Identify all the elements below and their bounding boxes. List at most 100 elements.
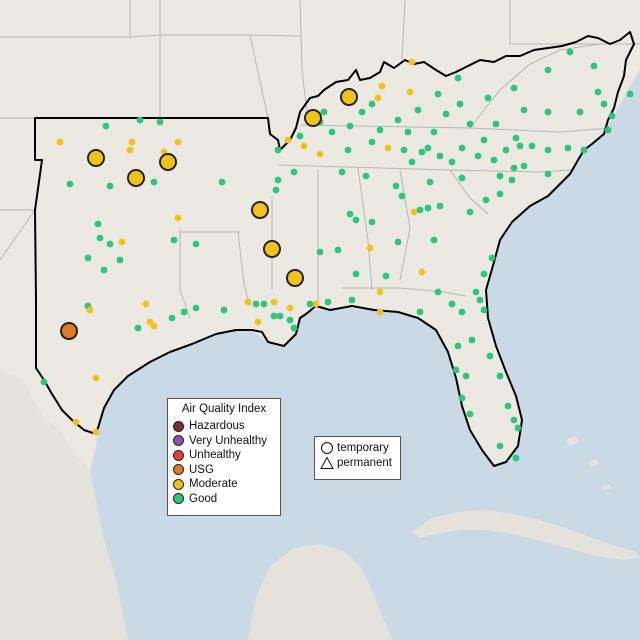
station-marker [544,146,552,154]
station-marker [418,148,426,156]
station-marker [366,244,374,252]
station-marker [316,248,324,256]
station-marker [608,112,616,120]
station-marker [384,144,392,152]
land-mexico [0,370,128,640]
legend-item-moderate: Moderate [168,477,280,492]
station-marker [528,142,536,150]
station-marker [480,270,488,278]
station-marker [156,118,164,126]
station-marker [504,402,512,410]
station-marker [482,196,490,204]
station-marker [484,94,492,102]
legend-label-hazardous: Hazardous [189,420,245,433]
station-marker [448,300,456,308]
station-marker [134,324,142,332]
station-marker [480,136,488,144]
station-marker [254,318,262,326]
legend-label-good: Good [189,492,218,505]
station-marker [376,288,384,296]
type-item-permanent: permanent [315,455,400,470]
type-label-temporary: temporary [337,441,389,454]
station-marker [150,178,158,186]
station-marker [40,378,48,386]
station-marker [486,352,494,360]
station-marker [408,58,416,66]
station-marker [96,234,104,242]
station-marker-highlighted [159,153,177,171]
station-marker [436,202,444,210]
station-marker [430,128,438,136]
station-marker [150,322,158,330]
station-marker [374,94,382,102]
station-marker [456,100,464,108]
station-marker [368,100,376,108]
station-marker [344,146,352,154]
station-marker [94,220,102,228]
region-outline [34,31,635,467]
station-marker [416,308,424,316]
station-marker [92,428,100,436]
station-marker [496,190,504,198]
station-marker [434,288,442,296]
station-marker [368,138,376,146]
station-marker [442,110,450,118]
station-marker [270,298,278,306]
station-marker-highlighted [286,269,304,287]
station-marker [452,366,460,374]
station-marker [180,308,188,316]
station-marker [510,164,518,172]
monitor-type-legend: temporary permanent [314,436,401,480]
station-marker [368,218,376,226]
legend-item-unhealthy: Unhealthy [168,448,280,463]
station-marker [468,336,476,344]
station-marker [286,316,294,324]
station-marker [126,146,134,154]
station-marker [118,238,126,246]
station-marker [102,122,110,130]
station-marker [492,120,500,128]
station-marker [544,66,552,74]
station-marker-highlighted [263,240,281,258]
station-marker [466,120,474,128]
type-label-permanent: permanent [337,456,392,469]
station-marker [92,374,100,382]
station-marker [306,300,314,308]
station-marker [520,162,528,170]
land-cuba [412,510,640,560]
station-marker-highlighted [87,149,105,167]
station-marker [408,158,416,166]
station-marker [274,176,282,184]
station-marker [348,296,356,304]
station-marker [544,170,552,178]
station-marker [84,254,92,262]
station-marker [116,256,124,264]
station-marker [508,176,516,184]
station-marker [476,296,484,304]
station-marker [454,342,462,350]
station-marker [472,288,480,296]
station-marker [480,306,488,314]
station-marker [544,108,552,116]
station-marker [324,298,332,306]
station-marker [488,254,496,262]
station-marker [490,156,498,164]
station-marker [276,312,284,320]
station-marker [170,236,178,244]
station-marker [174,138,182,146]
station-marker [290,324,298,332]
station-marker [312,300,320,308]
station-marker [424,204,432,212]
station-marker [174,214,182,222]
station-marker [510,416,518,424]
station-marker-highlighted [304,109,322,127]
station-marker [434,90,442,98]
station-marker [252,300,260,308]
legend-label-unhealthy: Unhealthy [189,449,241,462]
station-marker [352,270,360,278]
station-marker [514,424,522,432]
station-marker [382,272,390,280]
station-marker-highlighted [340,88,358,106]
station-marker [346,210,354,218]
station-marker [128,138,136,146]
